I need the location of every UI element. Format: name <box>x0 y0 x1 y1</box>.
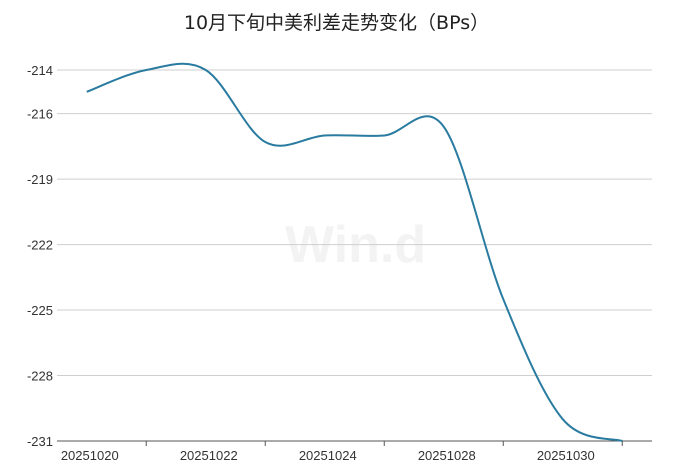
x-tick-label: 20251030 <box>537 448 595 463</box>
x-tick-label: 20251022 <box>180 448 238 463</box>
chart-title: 10月下旬中美利差走势变化（BPs） <box>183 12 490 34</box>
y-tick-label: -216 <box>27 107 53 122</box>
series-line <box>86 62 623 442</box>
x-tick-label: 20251020 <box>61 448 119 463</box>
y-tick-label: -231 <box>27 434 53 449</box>
y-tick-label: -225 <box>27 303 53 318</box>
x-tick-label: 20251028 <box>418 448 476 463</box>
x-tick-label: 20251024 <box>299 448 357 463</box>
y-tick-label: -219 <box>27 172 53 187</box>
y-tick-label: -214 <box>27 63 53 78</box>
y-tick-label: -228 <box>27 369 53 384</box>
y-tick-label: -222 <box>27 238 53 253</box>
